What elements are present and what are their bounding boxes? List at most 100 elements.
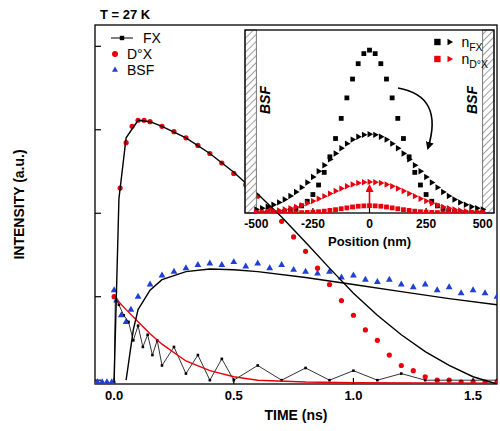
data-point [481, 209, 487, 213]
data-point [441, 204, 447, 210]
data-point [413, 193, 419, 199]
data-point [291, 234, 296, 239]
data-point [446, 283, 453, 289]
data-point [356, 204, 361, 209]
data-point [327, 282, 332, 287]
data-point [475, 209, 481, 213]
data-point [396, 185, 402, 191]
data-point [206, 260, 213, 266]
legend-label: nD°X [461, 51, 488, 70]
data-point [387, 352, 392, 357]
data-point [482, 289, 489, 295]
plot-data [254, 48, 486, 213]
data-point [305, 200, 311, 206]
data-point [390, 140, 396, 146]
data-point [356, 180, 362, 186]
spread-arrow [398, 88, 432, 148]
chart-root: 0.00.51.01.5TIME (ns)INTENSITY (a.u.)FXD… [0, 0, 500, 431]
data-point [470, 286, 477, 292]
data-point [464, 208, 470, 213]
data-point [345, 183, 351, 189]
x-tick [369, 208, 370, 213]
data-point [418, 183, 423, 188]
data-point [361, 51, 366, 56]
data-point [423, 374, 428, 379]
data-point [266, 209, 272, 213]
data-point [362, 132, 368, 138]
data-point [458, 289, 465, 295]
data-point [384, 77, 389, 82]
data-point [374, 278, 381, 284]
y-tick [95, 46, 101, 47]
data-point [424, 174, 430, 180]
data-point [322, 193, 328, 199]
data-point [494, 293, 497, 299]
data-point [362, 179, 368, 185]
legend-marker [434, 56, 440, 62]
x-tick-label: 0 [366, 217, 373, 231]
data-point [171, 268, 178, 274]
bsf-wall [245, 30, 256, 213]
series-line [114, 120, 497, 384]
data-point [373, 51, 378, 56]
annotation: T = 27 K [100, 7, 151, 22]
data-point [412, 209, 417, 213]
data-point [283, 196, 289, 202]
data-point [384, 205, 389, 210]
data-point [356, 133, 362, 139]
data-point [351, 136, 357, 142]
x-tick-label: 0.5 [225, 388, 243, 403]
data-point [410, 283, 417, 289]
data-point [314, 270, 321, 276]
data-point [373, 179, 379, 185]
data-point [339, 116, 344, 121]
data-point [260, 209, 266, 213]
data-point [271, 208, 277, 213]
data-point [424, 192, 429, 197]
plot-frame [95, 25, 497, 384]
data-point [390, 183, 396, 189]
data-point [322, 209, 327, 213]
data-point [407, 190, 413, 196]
data-point [288, 205, 294, 211]
x-axis-title: Position (nm) [328, 234, 411, 249]
data-point [419, 168, 425, 174]
data-point [452, 196, 458, 202]
data-point [458, 199, 464, 205]
data-point [356, 61, 361, 66]
legend-marker [434, 39, 440, 45]
data-point [283, 206, 289, 212]
data-point [290, 266, 297, 272]
data-point [429, 210, 434, 213]
data-point [254, 260, 261, 266]
data-point [434, 286, 441, 292]
data-point [424, 198, 430, 204]
plot-data [95, 118, 497, 384]
data-point [401, 207, 406, 212]
data-point [242, 263, 249, 269]
data-point [350, 271, 357, 277]
data-point [390, 95, 395, 100]
legend-label: D°X [127, 46, 153, 62]
y-tick [95, 129, 101, 130]
data-point [266, 264, 273, 270]
data-point [378, 61, 383, 66]
data-point [413, 162, 419, 168]
data-point [447, 193, 453, 199]
data-point [334, 150, 340, 156]
x-tick-label: 500 [473, 217, 493, 231]
data-point [317, 168, 323, 174]
data-point [328, 190, 334, 196]
data-point [469, 209, 475, 213]
data-point [375, 338, 380, 343]
data-point [385, 136, 391, 142]
data-point [447, 205, 453, 211]
annotation: BSF [464, 86, 480, 114]
data-point [351, 313, 356, 318]
x-axis-title: TIME (ns) [265, 407, 328, 423]
data-point [350, 77, 355, 82]
data-point [288, 193, 294, 199]
data-point [378, 204, 383, 209]
data-point [333, 207, 338, 212]
data-point [339, 145, 345, 151]
